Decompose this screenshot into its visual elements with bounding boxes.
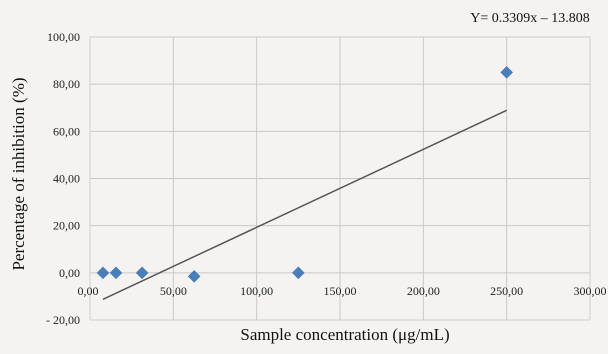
data-point: [291, 266, 305, 280]
x-tick-label: 50,00: [160, 284, 187, 298]
y-tick-label: 20,00: [53, 219, 80, 233]
y-tick-label: 80,00: [53, 77, 80, 91]
tick-labels: - 20,00 0,00 20,00 40,00 60,00 80,00 100,00 0,0…: [46, 30, 607, 327]
y-axis-title: Percentage of inhibition (%): [9, 77, 28, 270]
data-point: [187, 270, 201, 283]
y-tick-label: - 20,00: [46, 313, 80, 327]
grid-lines: [90, 36, 590, 320]
y-tick-label: 100,00: [47, 30, 80, 44]
x-axis-title: Sample concentration (μg/mL): [240, 325, 449, 344]
data-point: [500, 66, 514, 79]
y-tick-label: 40,00: [53, 172, 80, 186]
x-tick-label: 0,00: [78, 284, 99, 298]
x-tick-label: 250,00: [490, 284, 523, 298]
x-tick-label: 300,00: [574, 284, 607, 298]
x-tick-label: 100,00: [240, 284, 273, 298]
data-point: [96, 266, 110, 280]
trendline: [102, 109, 507, 300]
trendline-layer: [102, 109, 507, 300]
x-tick-label: 200,00: [407, 284, 440, 298]
data-point: [135, 266, 149, 280]
data-point: [109, 266, 123, 280]
y-tick-label: 0,00: [59, 266, 80, 280]
x-tick-label: 150,00: [324, 284, 357, 298]
trendline-equation: Y= 0.3309x – 13.808: [470, 11, 590, 26]
data-points: [96, 66, 514, 283]
y-tick-label: 60,00: [53, 124, 80, 138]
